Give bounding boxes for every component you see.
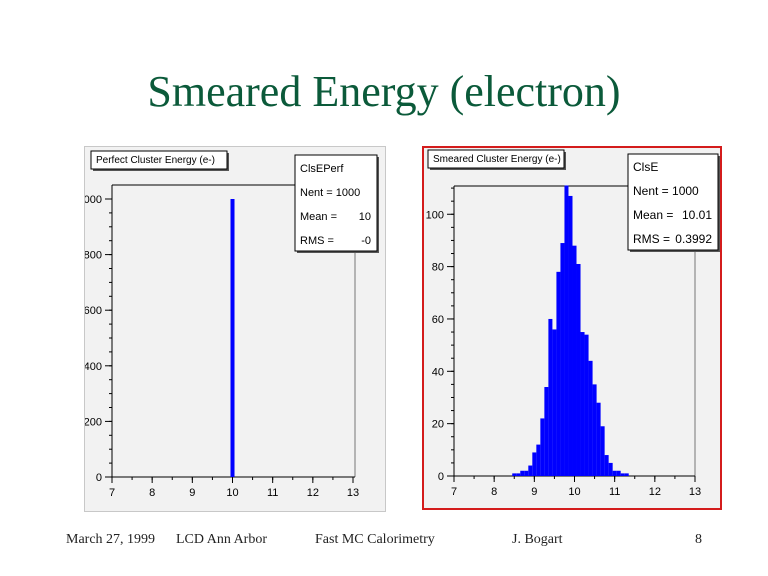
y-tick-label: 80 xyxy=(432,262,444,274)
histogram-panel-smeared[interactable]: 7 8 9 10 11 12 13 0 20 40 60 80 100 Smeared Cluster E… xyxy=(422,146,722,510)
y-tick-label: 1000 xyxy=(85,194,102,206)
histogram-bar xyxy=(592,384,597,476)
histogram-bar xyxy=(580,332,585,476)
histogram-bar xyxy=(576,263,581,476)
histogram-bar xyxy=(230,199,235,477)
stats-label: Mean = xyxy=(633,208,673,222)
x-tick-label: 11 xyxy=(267,487,278,499)
histogram-bar xyxy=(540,418,545,476)
x-tick-label: 13 xyxy=(347,487,359,499)
x-tick-label: 7 xyxy=(451,486,457,498)
stats-value: 10.01 xyxy=(682,208,712,222)
stats-label: Nent = 1000 xyxy=(300,187,360,199)
histogram-bar xyxy=(520,470,525,476)
stats-label: Mean = xyxy=(300,211,337,223)
histogram-smeared-cluster-energy: 7 8 9 10 11 12 13 0 20 40 60 80 100 Smeared Cluster E… xyxy=(426,149,720,498)
x-tick-label: 10 xyxy=(568,486,580,498)
histogram-bar xyxy=(532,452,537,476)
histogram-bar xyxy=(588,360,593,476)
histogram-bar xyxy=(600,426,605,476)
y-tick-label: 800 xyxy=(85,250,102,262)
stats-value: -0 xyxy=(361,235,371,247)
stats-value: 0.3992 xyxy=(675,232,712,246)
y-tick-label: 0 xyxy=(438,471,444,483)
x-tick-label: 11 xyxy=(609,486,620,498)
stats-value: 10 xyxy=(359,211,371,223)
stats-label: RMS = xyxy=(300,235,334,247)
stats-box xyxy=(294,154,378,252)
histogram-bar xyxy=(616,470,621,476)
stats-box xyxy=(627,153,719,251)
x-tick-label: 10 xyxy=(226,487,238,499)
x-tick-label: 12 xyxy=(307,487,319,499)
histogram-bar xyxy=(544,387,549,476)
histogram-bar xyxy=(612,470,617,476)
slide-title: Smeared Energy (electron) xyxy=(147,67,621,116)
histogram-bar xyxy=(536,444,541,476)
footer-venue: LCD Ann Arbor xyxy=(176,532,267,547)
histogram-bar xyxy=(552,329,557,476)
x-tick-label: 9 xyxy=(531,486,537,498)
stats-label: Nent = 1000 xyxy=(633,184,699,198)
histogram-title: Perfect Cluster Energy (e-) xyxy=(96,155,215,166)
footer-topic: Fast MC Calorimetry xyxy=(315,532,435,547)
histogram-bar xyxy=(528,465,533,476)
y-tick-label: 0 xyxy=(96,472,102,484)
histogram-bar xyxy=(568,195,573,476)
histogram-bar xyxy=(596,402,601,476)
y-tick-label: 200 xyxy=(85,416,102,428)
y-tick-label: 60 xyxy=(432,314,444,326)
x-tick-label: 8 xyxy=(491,486,497,498)
histogram-title: Smeared Cluster Energy (e-) xyxy=(433,154,561,165)
histogram-bar xyxy=(556,271,561,476)
histogram-bar xyxy=(516,473,521,476)
footer-date: March 27, 1999 xyxy=(66,532,156,547)
x-tick-label: 9 xyxy=(189,487,195,499)
stats-name: ClsE xyxy=(633,160,658,174)
y-tick-label: 600 xyxy=(85,305,102,317)
y-tick-label: 400 xyxy=(85,361,102,373)
y-tick-label: 40 xyxy=(432,366,444,378)
histogram-bar xyxy=(524,470,529,476)
y-tick-label: 100 xyxy=(426,209,444,221)
x-tick-label: 7 xyxy=(109,487,115,499)
x-tick-label: 13 xyxy=(689,486,701,498)
title-box xyxy=(427,149,565,169)
histogram-bar xyxy=(620,473,625,476)
histogram-bar xyxy=(584,334,589,476)
title-box xyxy=(90,150,228,170)
x-tick-label: 8 xyxy=(149,487,155,499)
histogram-bar xyxy=(624,473,629,476)
histogram-panel-perfect[interactable]: 7 8 9 10 11 12 13 0 200 400 600 800 1000 Perfect Clus… xyxy=(84,146,386,512)
histogram-perfect-cluster-energy: 7 8 9 10 11 12 13 0 200 400 600 800 1000 Perfect Clus… xyxy=(85,150,379,499)
histogram-bar xyxy=(572,245,577,476)
histogram-bar xyxy=(512,473,517,476)
histogram-bar xyxy=(560,243,565,476)
y-tick-label: 20 xyxy=(432,419,444,431)
stats-label: RMS = xyxy=(633,232,670,246)
histogram-bar xyxy=(604,455,609,476)
footer-author: J. Bogart xyxy=(512,532,563,547)
x-tick-label: 12 xyxy=(649,486,661,498)
stats-name: ClsEPerf xyxy=(300,163,344,175)
histogram-bar xyxy=(564,185,569,476)
histogram-bar xyxy=(548,318,553,476)
footer-page-number: 8 xyxy=(695,532,702,547)
histogram-bar xyxy=(608,462,613,476)
